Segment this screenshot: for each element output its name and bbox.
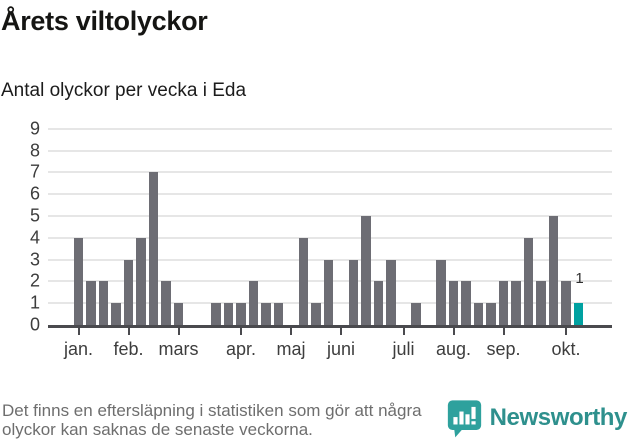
bar <box>373 281 384 325</box>
x-axis-tick <box>502 327 505 335</box>
bar <box>536 281 546 325</box>
x-axis-month-label: juli <box>392 339 415 359</box>
x-axis-month-label: jan. <box>63 339 94 359</box>
x-axis-month-label: juni <box>326 339 356 359</box>
bar <box>123 259 134 325</box>
gridline <box>48 236 612 239</box>
bar <box>136 237 146 325</box>
bar <box>411 303 421 325</box>
bar <box>548 216 559 325</box>
bar <box>498 281 509 325</box>
bar <box>73 237 84 325</box>
bar <box>323 259 334 325</box>
x-axis-month-label: mars <box>158 339 199 359</box>
x-axis-line <box>48 325 612 328</box>
gridline <box>48 193 612 196</box>
bar <box>248 281 259 325</box>
y-axis-tick-label: 5 <box>29 205 40 226</box>
bar <box>223 303 234 325</box>
bar <box>511 281 521 325</box>
bar <box>486 303 496 325</box>
x-axis-month-label: sep. <box>486 339 521 359</box>
bar <box>523 237 534 325</box>
y-axis-tick-label: 1 <box>29 292 40 313</box>
x-axis-tick <box>340 327 342 335</box>
x-axis-tick <box>77 327 80 335</box>
y-axis-tick-label: 0 <box>29 314 40 335</box>
newsworthy-bubble-icon <box>446 398 483 438</box>
bar <box>561 281 571 325</box>
x-axis-tick <box>565 327 567 335</box>
bar <box>161 281 171 325</box>
x-axis-tick <box>127 327 130 335</box>
bar <box>348 259 359 325</box>
x-axis-tick <box>452 327 455 335</box>
bar-latest-week <box>573 303 584 325</box>
x-axis-tick <box>240 327 242 335</box>
y-axis-tick-label: 7 <box>29 161 40 182</box>
bar <box>173 303 184 325</box>
gridline <box>48 127 612 130</box>
bar <box>361 216 371 325</box>
gridline <box>48 149 612 152</box>
y-axis-tick-label: 3 <box>29 249 40 270</box>
x-axis-month-label: feb. <box>113 339 144 359</box>
x-axis-tick <box>290 327 292 335</box>
x-axis-month-label: aug. <box>435 339 472 359</box>
gridline <box>48 171 612 174</box>
bar <box>86 281 96 325</box>
chart-subtitle: Antal olyckor per vecka i Eda <box>1 80 247 101</box>
x-axis-month-label: maj <box>276 339 306 359</box>
x-axis-tick <box>402 327 405 335</box>
x-axis-tick <box>177 327 180 335</box>
bar <box>436 259 446 325</box>
bar <box>261 303 271 325</box>
y-axis-tick-label: 4 <box>29 227 40 248</box>
bar <box>111 303 121 325</box>
bar <box>386 259 396 325</box>
bar <box>461 281 471 325</box>
y-axis-tick-label: 2 <box>29 270 40 291</box>
latest-value-label: 1 <box>575 270 584 288</box>
newsworthy-logo[interactable]: Newsworthy <box>446 398 627 438</box>
bar <box>311 303 321 325</box>
page-title: Årets viltolyckor <box>1 6 208 36</box>
bar <box>211 303 221 325</box>
gridline <box>48 215 612 217</box>
bar <box>98 281 109 325</box>
y-axis-tick-label: 9 <box>29 118 40 139</box>
x-axis-month-label: apr. <box>225 339 257 359</box>
bar <box>236 303 246 325</box>
bar <box>273 303 284 325</box>
footer-note: Det finns en eftersläpning i statistiken… <box>2 401 422 439</box>
y-axis-tick-label: 6 <box>29 183 40 204</box>
bar <box>473 303 484 325</box>
bar <box>298 237 309 325</box>
bar <box>448 281 459 325</box>
newsworthy-wordmark: Newsworthy <box>489 404 628 431</box>
y-axis-tick-label: 8 <box>29 140 40 161</box>
bar <box>148 172 159 325</box>
x-axis-month-label: okt. <box>551 339 581 359</box>
